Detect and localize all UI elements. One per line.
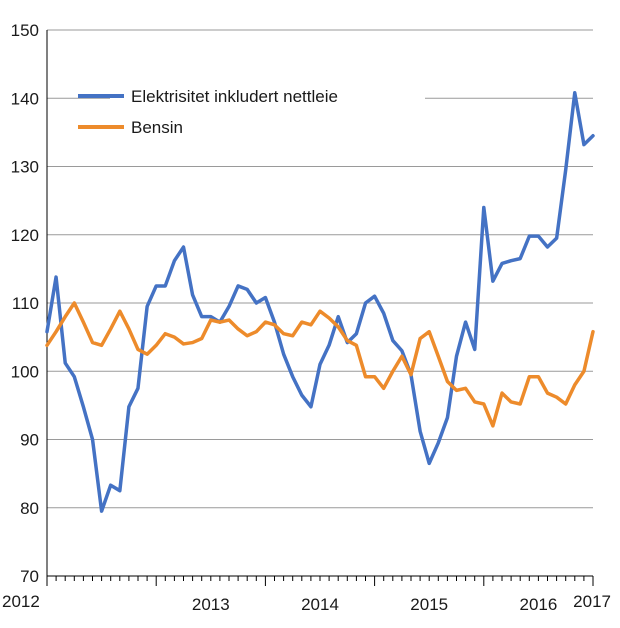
y-tick-label: 100 — [11, 362, 39, 381]
x-tick-label: 2015 — [410, 595, 448, 614]
y-tick-label: 80 — [20, 499, 39, 518]
x-tick-label: 2012 — [2, 592, 40, 611]
series-lines — [45, 91, 595, 513]
y-tick-label: 110 — [12, 294, 39, 313]
x-tick-label: 2013 — [192, 595, 230, 614]
y-tick-labels: 70 80 90 100 110 120 130 140 150 — [11, 21, 39, 586]
y-tick-label: 130 — [11, 158, 39, 177]
legend-label-petrol: Bensin — [131, 118, 183, 137]
legend: Elektrisitet inkludert nettleie Bensin — [78, 74, 425, 142]
x-tick-label: 2014 — [301, 595, 339, 614]
x-minor-ticks — [46, 576, 594, 586]
legend-label-electricity: Elektrisitet inkludert nettleie — [131, 87, 338, 106]
y-tick-label: 150 — [11, 21, 39, 40]
y-tick-label: 120 — [11, 226, 39, 245]
y-tick-label: 70 — [20, 567, 39, 586]
series-line-electricity — [45, 91, 595, 513]
legend-background — [110, 74, 425, 142]
series-line-petrol — [45, 301, 595, 428]
x-tick-label: 2017 — [573, 592, 611, 611]
x-tick-label: 2016 — [519, 595, 557, 614]
y-tick-label: 90 — [20, 431, 39, 450]
y-tick-label: 140 — [11, 89, 39, 108]
x-tick-labels: 2012 2013 2014 2015 2016 2017 — [2, 592, 611, 614]
